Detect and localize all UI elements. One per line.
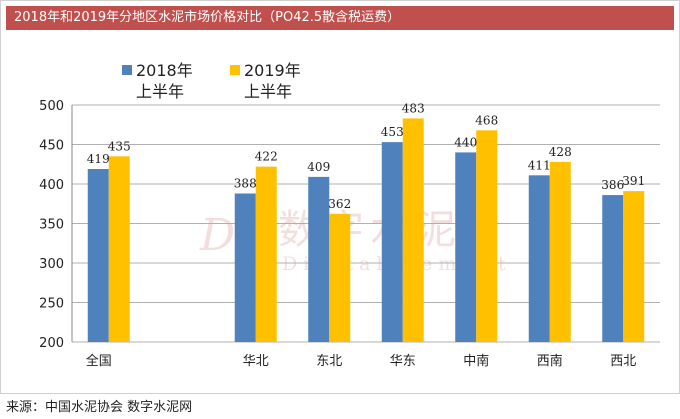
x-tick-label: 东北 [316, 354, 342, 369]
bar-2019 [108, 156, 130, 342]
data-label: 391 [622, 174, 645, 188]
bar-2018 [87, 168, 109, 342]
bar-2019 [623, 191, 645, 342]
x-tick-label: 西北 [610, 354, 636, 369]
bar-2019 [402, 118, 424, 343]
x-axis-ticks: 全国 华北 东北 华东 中南 西南 西北 [86, 353, 637, 369]
legend-swatch [230, 65, 240, 75]
data-label: 428 [549, 145, 572, 159]
data-label: 468 [475, 113, 498, 127]
data-label: 386 [601, 178, 624, 192]
watermark-cn-text: 数字水泥 [278, 207, 462, 253]
y-tick-label: 450 [39, 139, 64, 154]
data-label: 362 [328, 197, 351, 211]
bars [87, 118, 645, 343]
legend-label: 上半年 [136, 82, 184, 101]
bar-2018 [381, 142, 403, 342]
x-tick-label: 中南 [463, 353, 489, 369]
y-tick-label: 200 [39, 336, 64, 351]
y-axis-ticks: 200 250 300 350 400 450 500 [39, 99, 64, 351]
gridlines [71, 104, 660, 343]
data-label: 388 [234, 176, 257, 190]
bar-2019 [476, 130, 498, 342]
bar-2018 [308, 176, 330, 342]
data-label: 435 [108, 139, 131, 153]
data-label: 422 [255, 150, 278, 164]
data-label: 453 [381, 125, 404, 139]
legend-swatch [122, 65, 132, 75]
data-label: 483 [402, 101, 425, 115]
bar-2018 [528, 175, 550, 342]
bar-2019 [255, 166, 277, 342]
x-tick-label: 西南 [537, 353, 563, 369]
bar-2019 [549, 161, 571, 342]
x-tick-label: 全国 [86, 353, 112, 369]
legend-label: 2018年 [136, 61, 193, 80]
y-tick-label: 250 [39, 297, 64, 312]
legend-label: 2019年 [244, 61, 301, 80]
data-label: 419 [87, 152, 110, 166]
data-label: 411 [528, 158, 551, 172]
legend-label: 上半年 [244, 82, 292, 101]
y-tick-label: 350 [39, 218, 64, 233]
bar-2018 [234, 193, 256, 342]
data-label: 409 [307, 160, 330, 174]
data-label: 440 [454, 135, 477, 149]
x-tick-label: 华东 [390, 354, 416, 369]
y-tick-label: 400 [39, 178, 64, 193]
bar-2018 [602, 195, 624, 342]
chart-title: 2018年和2019年分地区水泥市场价格对比（PO42.5散含税运费） [6, 6, 674, 30]
bar-2019 [329, 214, 351, 342]
source-note: 来源：中国水泥协会 数字水泥网 [6, 400, 193, 415]
y-tick-label: 300 [39, 257, 64, 272]
y-tick-label: 500 [39, 99, 64, 114]
bar-2018 [455, 152, 477, 342]
chart-plot: DC 数字水泥 Digital Cement 20025030035040045… [39, 61, 660, 369]
x-tick-label: 华北 [243, 354, 269, 369]
